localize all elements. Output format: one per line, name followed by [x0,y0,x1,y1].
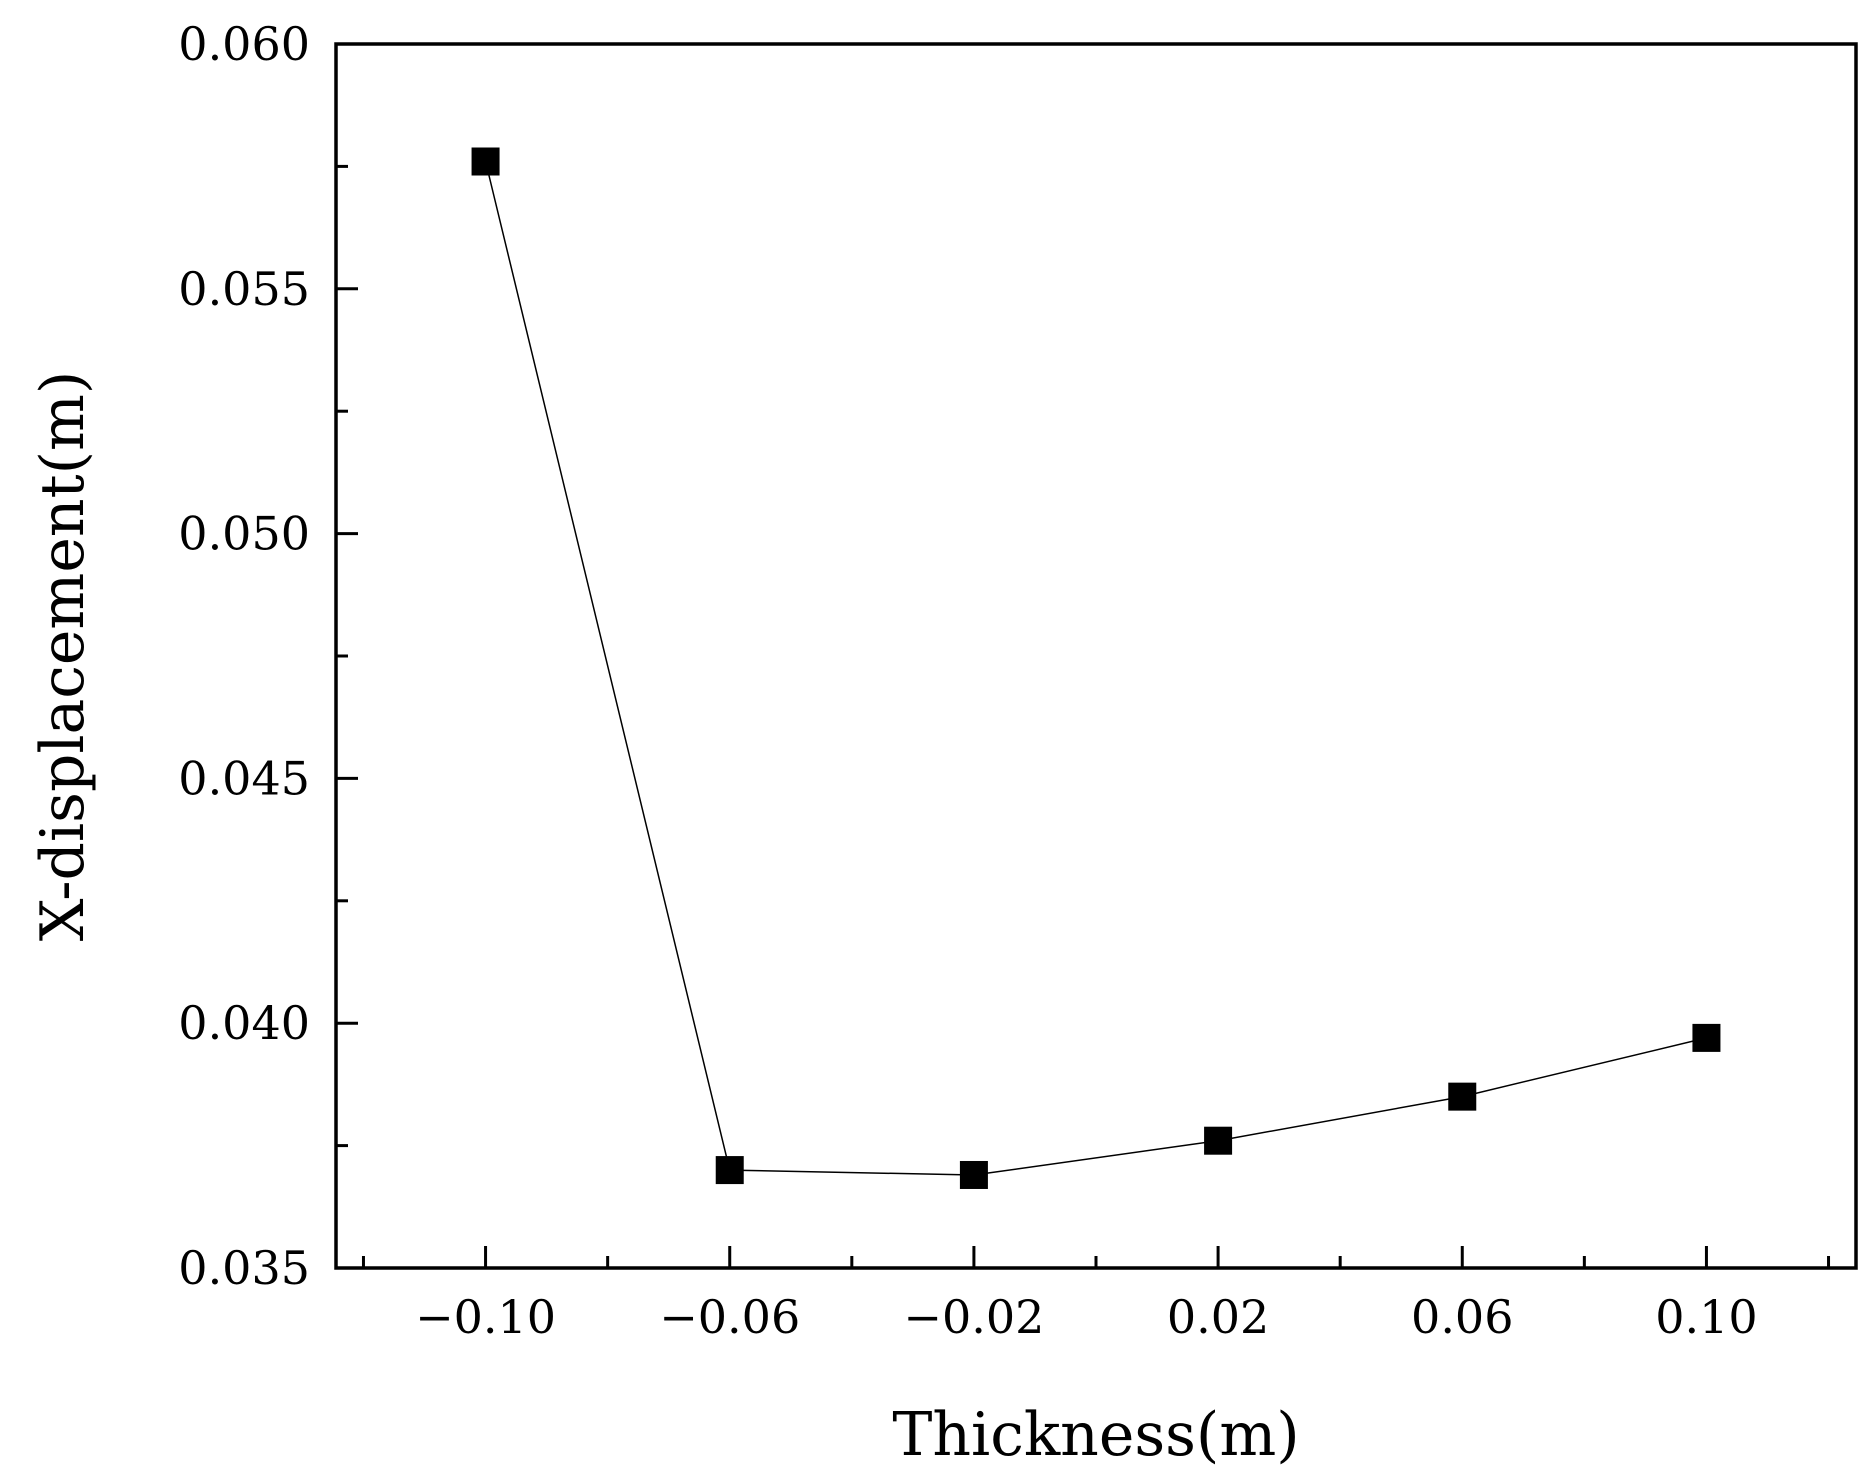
plot-frame [334,42,1858,1270]
data-point-marker [471,147,500,176]
y-tick-label: 0.045 [178,751,310,805]
x-axis-title: Thickness(m) [892,1400,1299,1470]
x-tick-label: 0.06 [1411,1290,1513,1344]
y-axis-title: X-displacement(m) [28,371,98,942]
data-point-marker [1448,1082,1477,1111]
tick-labels: −0.10 −0.06 −0.02 0.02 0.06 0.10 0.035 0.040 0.0… [178,17,1757,1344]
y-tick-label: 0.060 [178,17,310,71]
y-tick-label: 0.055 [178,262,310,316]
y-tick-label: 0.050 [178,507,310,561]
x-tick-label: 0.10 [1655,1290,1757,1344]
data-point-marker [1204,1126,1233,1155]
data-point-marker [715,1156,744,1185]
data-point-marker [959,1160,988,1189]
x-tick-label: −0.06 [659,1290,800,1344]
x-tick-label: −0.10 [415,1290,556,1344]
y-tick-label: 0.035 [178,1241,310,1295]
x-tick-label: −0.02 [903,1290,1044,1344]
x-tick-label: 0.02 [1167,1290,1269,1344]
data-point-marker [1692,1023,1721,1052]
series [471,147,1721,1189]
series-line [484,161,1707,1176]
y-tick-label: 0.040 [178,996,310,1050]
